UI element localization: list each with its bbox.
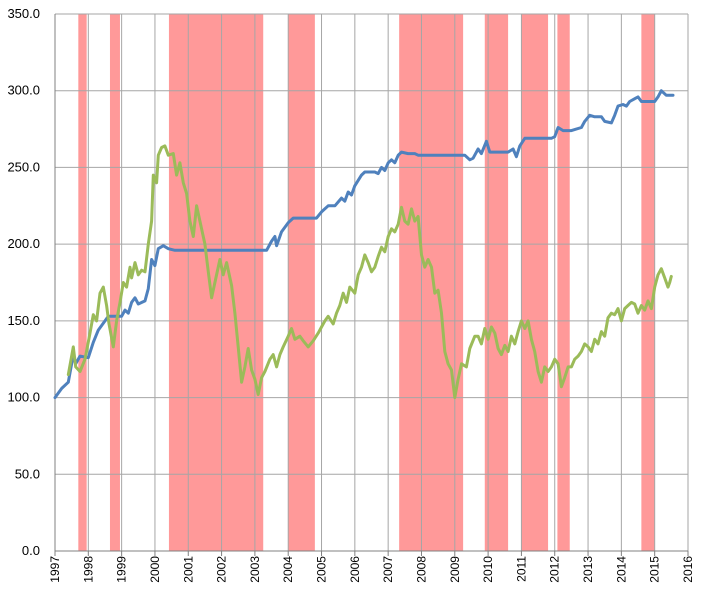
x-tick-label: 2006: [348, 556, 362, 583]
shaded-period-5: [484, 14, 509, 551]
shaded-period-6: [521, 14, 549, 551]
shaded-periods: [78, 14, 655, 551]
x-tick-label: 1998: [81, 556, 95, 583]
x-tick-label: 2007: [381, 556, 395, 583]
series-line-1: [53, 89, 675, 400]
y-tick-label: 200.0: [7, 236, 40, 251]
x-tick-label: 2015: [648, 556, 662, 583]
x-tick-label: 2010: [481, 556, 495, 583]
series-lines: [53, 89, 675, 400]
x-tick-label: 1997: [48, 556, 62, 583]
shaded-period-8: [641, 14, 655, 551]
x-tick-label: 2003: [248, 556, 262, 583]
x-tick-label: 2005: [315, 556, 329, 583]
x-tick-label: 2002: [215, 556, 229, 583]
x-tick-label: 2014: [614, 556, 628, 583]
x-tick-labels: 1997 1998 1999 2000 2001 2002 2003 2004 2005 2006…: [48, 556, 695, 583]
x-tick-label: 2011: [514, 556, 528, 582]
series-line-2: [66, 144, 673, 400]
x-tick-label: 2016: [681, 556, 695, 583]
y-tick-label: 150.0: [7, 313, 40, 328]
gridlines: [55, 13, 689, 551]
x-tick-label: 2008: [414, 556, 428, 583]
y-tick-label: 50.0: [15, 466, 40, 481]
x-tick-label: 2000: [148, 556, 162, 583]
shaded-period-4: [399, 14, 464, 551]
x-tick-label: 2001: [181, 556, 195, 583]
y-tick-labels: 0.0 50.0 100.0 150.0 200.0 250.0 300.0 350.0: [7, 6, 40, 558]
y-tick-label: 0.0: [22, 543, 40, 558]
x-tick-label: 2009: [448, 556, 462, 583]
shaded-period-7: [557, 14, 570, 551]
y-tick-label: 250.0: [7, 159, 40, 174]
x-tick-label: 2012: [548, 556, 562, 583]
shaded-period-3: [288, 14, 315, 551]
x-tick-label: 2013: [581, 556, 595, 583]
y-tick-label: 300.0: [7, 83, 40, 98]
x-tick-label: 1999: [115, 556, 129, 583]
x-tick-label: 2004: [281, 556, 295, 583]
y-tick-label: 100.0: [7, 390, 40, 405]
axes: [54, 14, 689, 556]
y-tick-label: 350.0: [7, 6, 40, 21]
shaded-period-1: [109, 14, 120, 551]
shaded-period-0: [78, 14, 87, 551]
